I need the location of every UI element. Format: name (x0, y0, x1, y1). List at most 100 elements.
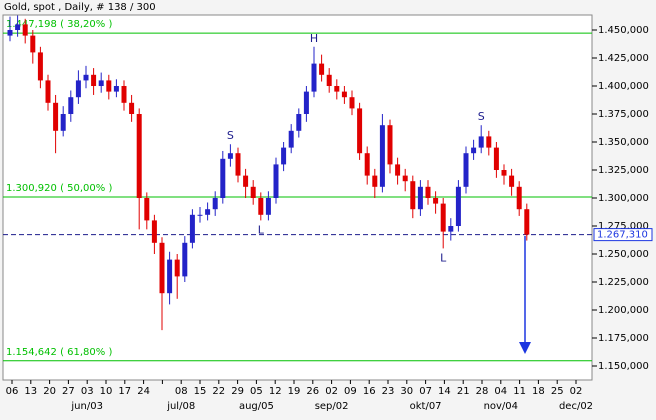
x-tick-label: 10 (100, 386, 113, 397)
x-tick-label: 04 (494, 386, 507, 397)
candle-body (349, 97, 355, 109)
x-tick-label: 02 (325, 386, 338, 397)
candle-body (364, 153, 370, 176)
x-tick-label: 20 (43, 386, 56, 397)
candle-body (212, 198, 218, 210)
last-price-label: 1.267,310 (597, 230, 648, 241)
x-tick-label: 19 (288, 386, 301, 397)
last-price-box (593, 228, 653, 242)
candle-body (53, 102, 59, 131)
arrow-head (519, 342, 531, 354)
candle-body (227, 153, 233, 159)
y-tick-label: 1.450,000 (598, 25, 649, 36)
candle-body (113, 86, 119, 92)
x-tick-label: 17 (118, 386, 131, 397)
candle-body (91, 74, 97, 87)
candle-body (455, 186, 461, 227)
candle-body (357, 108, 363, 154)
candle-body (45, 80, 51, 103)
y-tick-label: 1.375,000 (598, 109, 649, 120)
candle-body (334, 86, 340, 92)
x-tick-label: 09 (344, 386, 357, 397)
x-tick-label: 13 (24, 386, 37, 397)
candle-body (7, 30, 13, 36)
candle-body (167, 259, 173, 294)
x-tick-label: 03 (81, 386, 94, 397)
x-tick-label: 28 (476, 386, 489, 397)
candle-body (387, 125, 393, 165)
y-tick-label: 1.175,000 (598, 333, 649, 344)
x-tick-label: 05 (250, 386, 263, 397)
candle-body (220, 158, 226, 199)
candle-body (311, 63, 317, 92)
candle-body (136, 114, 142, 199)
pattern-label: S (478, 110, 485, 123)
candle-body (440, 203, 446, 232)
candle-body (159, 242, 165, 294)
candle-body (75, 80, 81, 98)
candle-body (273, 164, 279, 199)
fib-label: 1.300,920 ( 50,00% ) (6, 183, 112, 194)
candle-body (258, 198, 264, 215)
candle-body (296, 114, 302, 131)
y-tick-label: 1.425,000 (598, 53, 649, 64)
candle-body (30, 35, 36, 53)
y-tick-label: 1.350,000 (598, 137, 649, 148)
candle-body (478, 136, 484, 148)
y-tick-label: 1.325,000 (598, 165, 649, 176)
fib-label: 1.447,198 ( 38,20% ) (6, 19, 112, 30)
x-tick-label: 27 (62, 386, 75, 397)
candle-body (395, 164, 401, 176)
x-tick-label: 16 (363, 386, 376, 397)
pattern-label: H (310, 32, 318, 45)
month-label: nov/04 (484, 401, 518, 412)
x-tick-label: 21 (457, 386, 470, 397)
candle-body (144, 198, 150, 221)
candle-body (448, 226, 454, 232)
x-tick-label: 23 (382, 386, 395, 397)
candle-body (501, 170, 507, 176)
x-tick-label: 11 (513, 386, 526, 397)
month-label: aug/05 (239, 401, 274, 412)
chart-title: Gold, spot , Daily, # 138 / 300 (4, 2, 156, 13)
candle-body (265, 198, 271, 215)
x-tick-label: 26 (306, 386, 319, 397)
candle-body (402, 175, 408, 182)
x-tick-label: 12 (269, 386, 282, 397)
candle-body (281, 147, 287, 165)
candle-body (288, 130, 294, 148)
candle-body (410, 181, 416, 210)
candle-body (15, 24, 21, 31)
candle-body (250, 186, 256, 199)
candle-body (205, 209, 211, 215)
x-tick-label: 24 (137, 386, 150, 397)
month-label: jul/08 (166, 401, 195, 412)
x-tick-label: 14 (438, 386, 451, 397)
candle-body (189, 214, 195, 243)
candle-body (182, 242, 188, 277)
candle-body (303, 91, 309, 115)
x-tick-label: 25 (551, 386, 564, 397)
candle-body (68, 97, 74, 115)
month-label: okt/07 (410, 401, 442, 412)
candle-body (493, 147, 499, 171)
y-tick-label: 1.300,000 (598, 193, 649, 204)
y-tick-label: 1.400,000 (598, 81, 649, 92)
x-tick-label: 22 (212, 386, 225, 397)
candle-body (425, 186, 431, 199)
candle-body (243, 175, 249, 187)
x-tick-label: 29 (231, 386, 244, 397)
x-tick-label: 18 (532, 386, 545, 397)
pattern-label: S (227, 129, 234, 142)
month-label: dec/02 (559, 401, 593, 412)
plot-area (2, 14, 593, 381)
candle-body (516, 186, 522, 210)
candle-body (486, 136, 492, 148)
candle-body (22, 24, 28, 36)
y-tick-label: 1.225,000 (598, 277, 649, 288)
month-label: jun/03 (70, 401, 103, 412)
candle-body (197, 214, 203, 216)
candle-body (524, 209, 530, 235)
y-tick-label: 1.275,000 (598, 221, 649, 232)
